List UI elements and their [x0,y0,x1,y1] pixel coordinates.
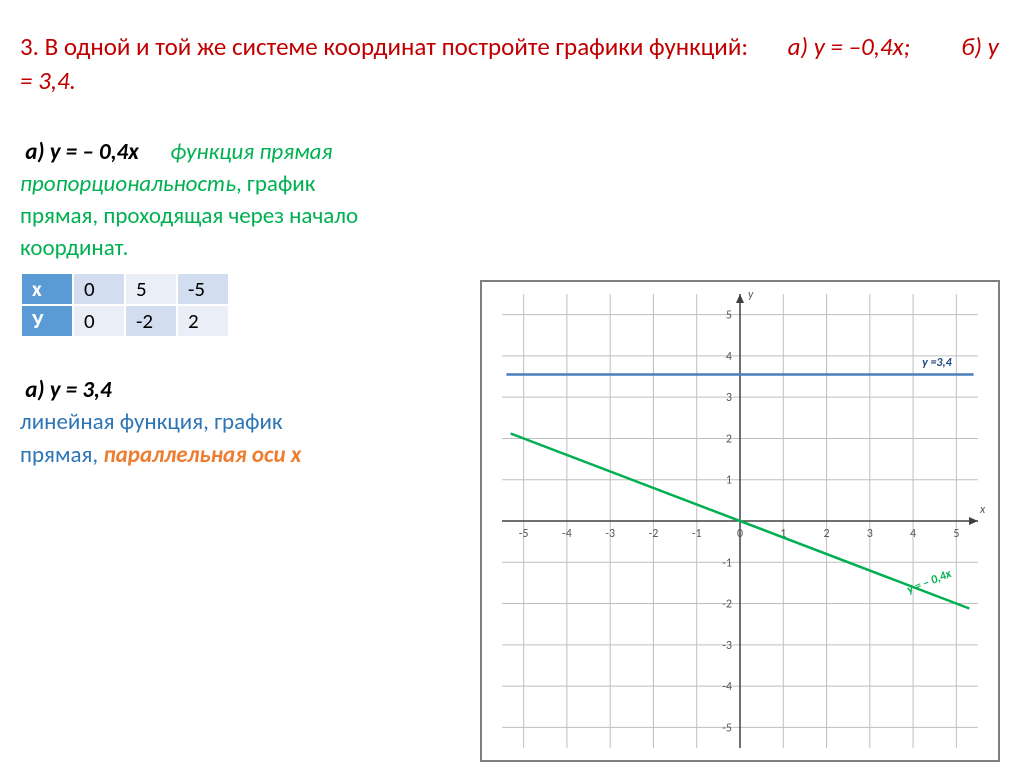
problem-heading: 3. В одной и той же системе координат по… [20,30,1004,98]
ans-a-label: а) у = – 0,4х [25,138,139,166]
svg-text:4: 4 [910,527,916,541]
svg-text:-2: -2 [722,598,732,612]
chart-container: xy-5-4-3-2-1012345-5-4-3-2-112345у =3,4у… [480,280,1000,762]
svg-text:-2: -2 [649,527,659,541]
svg-text:-1: -1 [722,556,732,570]
answer-a: а) у = – 0,4х функция прямая пропорциона… [20,136,460,265]
svg-text:-3: -3 [722,639,732,653]
ans-b-line2b: параллельная оси х [103,441,301,469]
svg-text:2: 2 [726,432,732,446]
ans-a-line2: прямая, проходящая через начало координа… [20,202,358,262]
heading-part-a: а) у = –0,4x; [788,31,911,62]
y-cell: 2 [177,305,229,337]
x-cell: -5 [177,273,229,305]
svg-text:4: 4 [726,350,732,364]
y-cell: 0 [73,305,125,337]
xy-table: х 0 5 -5 У 0 -2 2 [20,272,230,338]
svg-text:-1: -1 [692,527,702,541]
svg-text:-4: -4 [562,527,572,541]
svg-text:-4: -4 [722,680,732,694]
svg-text:2: 2 [823,527,829,541]
svg-text:3: 3 [867,527,873,541]
svg-text:у =3,4: у =3,4 [922,356,953,370]
svg-text:y: y [748,288,754,302]
ans-b-line1: линейная функция, график [20,408,283,436]
svg-text:-5: -5 [722,721,732,735]
heading-main: 3. В одной и той же системе координат по… [20,31,748,62]
chart-svg: xy-5-4-3-2-1012345-5-4-3-2-112345у =3,4у… [482,282,998,760]
x-cell: 5 [125,273,177,305]
svg-text:5: 5 [726,309,732,323]
svg-text:-5: -5 [519,527,529,541]
svg-text:1: 1 [726,474,732,488]
y-cell: -2 [125,305,177,337]
svg-text:x: x [979,503,986,517]
svg-text:3: 3 [726,391,732,405]
ans-b-line2a: прямая, [20,441,103,469]
svg-text:-3: -3 [605,527,615,541]
svg-text:5: 5 [953,527,959,541]
answer-b: а) у = 3,4 линейная функция, график прям… [20,374,460,471]
th-x: х [21,273,73,305]
th-y: У [21,305,73,337]
ans-b-label: а) у = 3,4 [25,376,111,404]
svg-text:0: 0 [737,527,743,541]
x-cell: 0 [73,273,125,305]
